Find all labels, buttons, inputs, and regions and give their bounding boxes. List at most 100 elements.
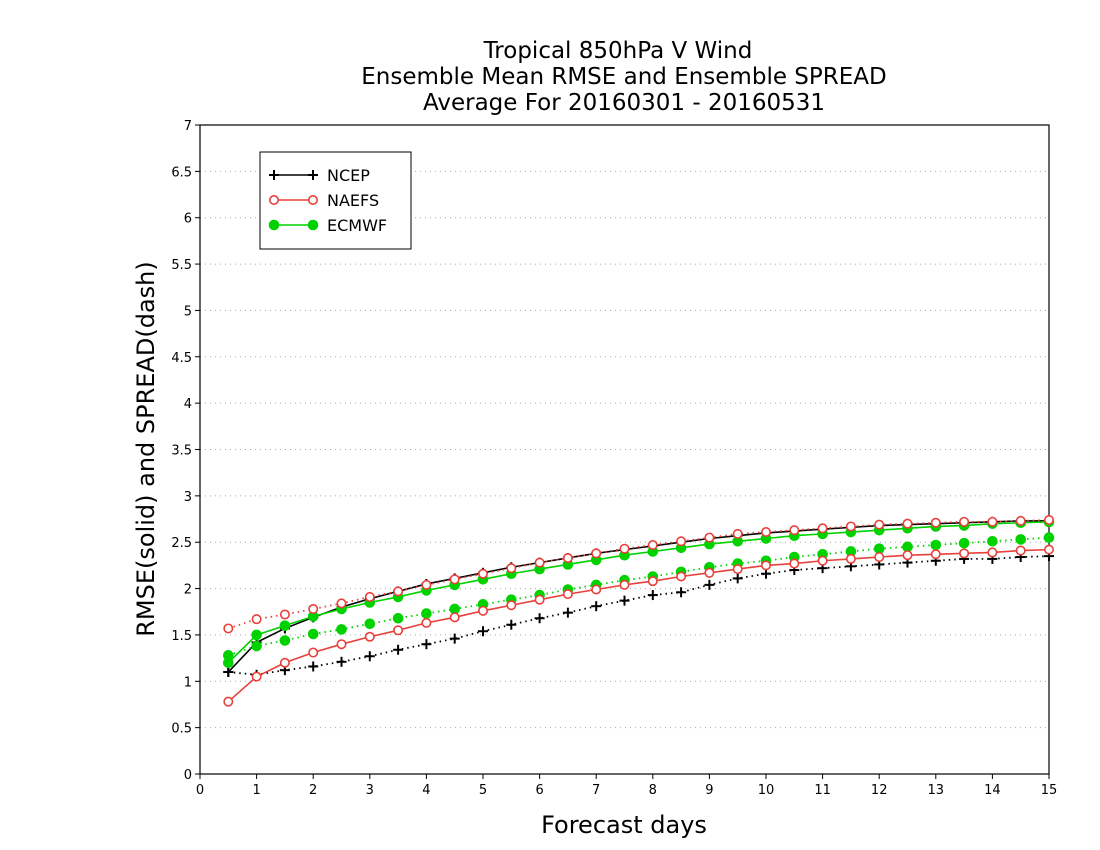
naefs-rmse-point: [534, 594, 545, 605]
y-tick-label: 7: [184, 119, 192, 134]
y-tick-label: 1.5: [171, 629, 192, 644]
ecmwf-spread-point: [251, 640, 262, 652]
x-tick-label: 15: [1041, 783, 1058, 798]
naefs-spread-point: [760, 527, 771, 538]
ncep-spread-point: [308, 661, 319, 672]
naefs-spread-point: [449, 574, 460, 585]
y-tick-label: 6: [184, 212, 192, 227]
axis-ticks: 00.511.522.533.544.555.566.570 1 2 3 4 5 6 7 8 9 1…: [171, 119, 1057, 798]
ncep-spread-point: [478, 626, 488, 637]
naefs-spread-line: [228, 519, 1050, 630]
legend-marker-ncep: [269, 170, 279, 180]
ncep-spread-point: [761, 568, 771, 579]
chart-title: Tropical 850hPa V Wind Ensemble Mean RMS…: [361, 38, 886, 116]
naefs-rmse-point: [562, 589, 573, 600]
ecmwf-spread-point: [930, 539, 942, 551]
naefs-rmse-series: [223, 544, 1055, 707]
naefs-spread-point: [789, 525, 800, 536]
y-tick-label: 2: [184, 583, 192, 598]
naefs-spread-point: [845, 521, 856, 532]
ncep-rmse-series: [223, 515, 1054, 678]
ecmwf-rmse-point: [279, 620, 291, 631]
y-tick-label: 4.5: [171, 351, 192, 366]
naefs-rmse-point: [591, 584, 602, 595]
ncep-spread-point: [619, 595, 630, 606]
naefs-rmse-point: [874, 552, 885, 563]
naefs-spread-point: [959, 516, 970, 527]
naefs-spread-point: [336, 598, 347, 609]
y-tick-label: 0.5: [171, 722, 192, 737]
x-tick-label: 3: [366, 783, 374, 798]
naefs-spread-series: [223, 514, 1055, 634]
naefs-spread-point: [308, 603, 319, 614]
naefs-rmse-point: [336, 639, 347, 650]
legend-label-ecmwf: ECMWF: [327, 216, 387, 235]
ncep-spread-point: [421, 639, 432, 650]
ncep-spread-point: [732, 573, 743, 584]
naefs-rmse-point: [930, 549, 941, 560]
series-layer: [223, 514, 1055, 707]
ncep-spread-point: [647, 590, 658, 601]
naefs-rmse-point: [676, 571, 687, 582]
naefs-spread-point: [223, 623, 234, 634]
legend-marker-ecmwf: [268, 219, 280, 231]
ncep-spread-point: [336, 656, 347, 667]
ecmwf-spread-series: [223, 532, 1055, 661]
ecmwf-spread-point: [421, 608, 432, 619]
y-tick-label: 4: [184, 397, 192, 412]
naefs-rmse-point: [732, 564, 743, 575]
naefs-spread-point: [874, 519, 885, 530]
x-tick-label: 2: [309, 783, 317, 798]
naefs-rmse-point: [421, 617, 432, 628]
y-tick-label: 5.5: [171, 258, 192, 273]
naefs-spread-point: [279, 609, 290, 620]
ecmwf-spread-point: [1015, 534, 1027, 545]
ncep-spread-point: [393, 644, 404, 655]
naefs-rmse-point: [506, 600, 517, 611]
naefs-spread-point: [421, 579, 432, 590]
x-axis-label: Forecast days: [541, 811, 707, 839]
naefs-rmse-point: [1044, 544, 1055, 555]
naefs-spread-point: [1044, 514, 1055, 525]
naefs-spread-point: [619, 543, 630, 554]
naefs-rmse-point: [279, 657, 290, 668]
naefs-spread-point: [364, 591, 375, 602]
x-tick-label: 11: [814, 783, 831, 798]
ncep-spread-point: [676, 587, 687, 598]
ncep-rmse-point: [223, 667, 234, 678]
y-tick-label: 3: [184, 490, 192, 505]
chart-title-line-3: Average For 20160301 - 20160531: [423, 90, 825, 116]
y-tick-label: 3.5: [171, 444, 192, 459]
naefs-spread-point: [817, 523, 828, 534]
naefs-rmse-point: [959, 548, 970, 559]
legend-marker-naefs: [307, 195, 318, 206]
x-tick-label: 5: [479, 783, 487, 798]
naefs-rmse-point: [1015, 545, 1026, 556]
x-tick-label: 6: [535, 783, 543, 798]
legend-marker-ncep: [308, 170, 318, 180]
naefs-spread-point: [647, 539, 658, 550]
y-tick-label: 5: [184, 304, 192, 319]
ecmwf-rmse-point: [251, 629, 262, 641]
naefs-spread-point: [251, 614, 262, 625]
x-tick-label: 10: [758, 783, 775, 798]
x-tick-label: 7: [592, 783, 600, 798]
y-tick-label: 6.5: [171, 165, 192, 180]
legend-marker-ecmwf: [307, 219, 319, 231]
chart-title-line-2: Ensemble Mean RMSE and Ensemble SPREAD: [361, 64, 886, 90]
ncep-spread-line: [228, 555, 1050, 676]
ecmwf-spread-point: [364, 618, 376, 630]
naefs-spread-point: [506, 563, 517, 574]
naefs-spread-point: [534, 557, 545, 568]
x-tick-label: 12: [871, 783, 888, 798]
naefs-spread-point: [676, 536, 687, 547]
y-tick-label: 2.5: [171, 536, 192, 551]
ncep-spread-point: [364, 651, 375, 662]
naefs-spread-point: [562, 552, 573, 563]
naefs-rmse-point: [987, 547, 998, 558]
ncep-spread-series: [223, 551, 1054, 680]
gridlines: [200, 170, 1049, 729]
ecmwf-spread-point: [958, 537, 970, 549]
legend: NCEP NAEFS ECMWF: [259, 151, 412, 250]
